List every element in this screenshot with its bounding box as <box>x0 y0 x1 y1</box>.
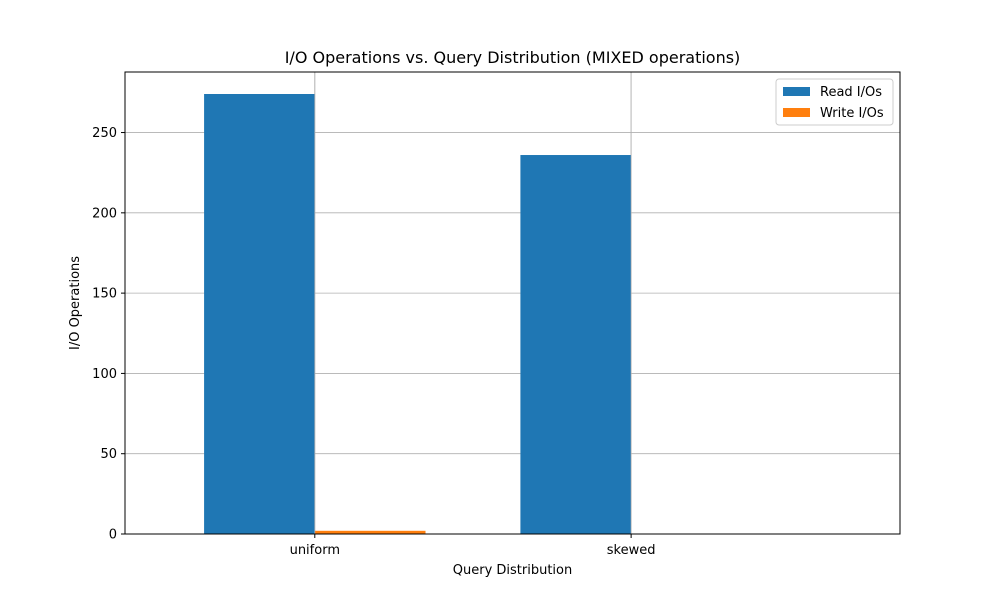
legend: Read I/Os Write I/Os <box>775 78 894 126</box>
y-tick-label: 250 <box>92 126 117 141</box>
legend-label-write: Write I/Os <box>820 106 884 121</box>
bar-read-skewed <box>520 155 632 534</box>
legend-swatch-read <box>783 87 810 96</box>
bars <box>204 72 632 534</box>
y-tick-label: 50 <box>100 447 117 462</box>
x-tick-label: skewed <box>607 543 656 558</box>
legend-swatch-write <box>783 108 810 117</box>
x-axis-label: Query Distribution <box>453 563 572 578</box>
bar-read-uniform <box>204 94 315 534</box>
plot-area-frame <box>124 71 901 535</box>
y-tick-label: 150 <box>92 287 117 302</box>
bar-write-uniform <box>314 530 426 534</box>
y-tick-label: 0 <box>109 528 117 543</box>
y-tick-label: 100 <box>92 367 117 382</box>
chart-title: I/O Operations vs. Query Distribution (M… <box>285 48 741 67</box>
legend-label-read: Read I/Os <box>820 85 882 100</box>
axis-ticks: 0 50 100 150 200 250 uniform skewed <box>92 126 655 558</box>
x-tick-label: uniform <box>290 543 340 558</box>
y-axis-label: I/O Operations <box>68 256 83 350</box>
y-tick-label: 200 <box>92 206 117 221</box>
